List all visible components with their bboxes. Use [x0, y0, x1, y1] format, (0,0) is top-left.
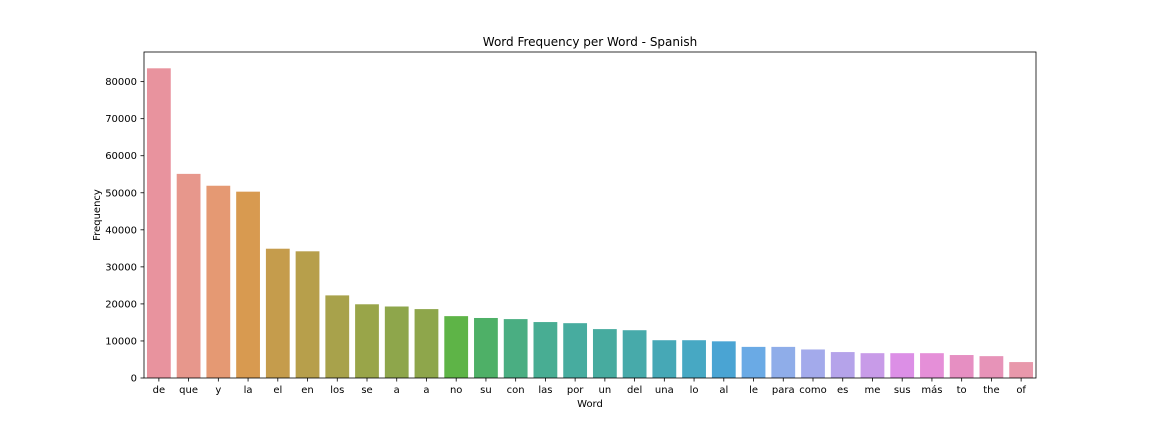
- y-tick-label: 80000: [105, 77, 137, 88]
- bar-of-29: [1009, 362, 1034, 378]
- bar-a-8: [384, 306, 409, 378]
- x-axis-label: Word: [577, 399, 603, 410]
- x-tick-label: más: [921, 384, 942, 396]
- bar-con-12: [503, 319, 528, 378]
- plot-frame: [143, 51, 1037, 379]
- bar-la-3: [236, 191, 260, 378]
- x-tick-label: a: [423, 385, 429, 396]
- x-tick-label: the: [983, 385, 999, 396]
- x-tick-label: por: [567, 385, 584, 396]
- x-tick-label: con: [507, 385, 525, 396]
- bar-to-27: [949, 355, 974, 378]
- x-tick-label: en: [301, 385, 314, 396]
- bar-es-23: [830, 352, 855, 378]
- bar-que-1: [176, 173, 201, 378]
- bar-se-7: [355, 304, 379, 378]
- bar-lo-18: [682, 340, 706, 378]
- bar-como-22: [801, 349, 825, 378]
- y-tick-label: 50000: [105, 188, 137, 199]
- x-tick-label: lo: [690, 385, 699, 396]
- bar-al-19: [711, 341, 736, 378]
- x-tick-label: para: [772, 385, 795, 396]
- x-tick-label: no: [450, 385, 462, 396]
- x-tick-label: me: [865, 385, 881, 396]
- x-tick-label: al: [719, 385, 728, 396]
- bar-por-14: [563, 323, 588, 378]
- bar-a-9: [414, 309, 439, 378]
- bar-del-16: [622, 330, 647, 378]
- x-tick-label: to: [957, 385, 967, 396]
- x-tick-label: de: [153, 385, 166, 396]
- bar-le-20: [741, 346, 766, 378]
- y-tick-label: 30000: [105, 262, 137, 273]
- y-tick-label: 20000: [105, 299, 137, 310]
- y-tick-label: 10000: [105, 336, 137, 347]
- bar-el-4: [265, 248, 290, 378]
- x-tick-label: la: [244, 385, 253, 396]
- chart-title: Word Frequency per Word - Spanish: [483, 35, 697, 49]
- y-tick-label: 0: [131, 374, 137, 385]
- x-tick-label: que: [179, 385, 198, 396]
- y-axis-label: Frequency: [92, 189, 103, 241]
- y-axis: 0 10000 20000 30000 40000 50000 60000 70000 8000…: [105, 77, 144, 385]
- x-tick-label: una: [655, 385, 674, 396]
- bar-los-6: [325, 295, 350, 378]
- bar-una-17: [652, 340, 677, 378]
- x-tick-label: del: [627, 385, 642, 396]
- bar-para-21: [771, 346, 796, 378]
- x-axis: de que y la el en los se a a no su con las por un del una…: [153, 378, 1026, 396]
- x-tick-label: las: [538, 385, 552, 396]
- bar-no-10: [444, 316, 469, 378]
- bar-en-5: [295, 251, 320, 378]
- bar-the-28: [979, 356, 1004, 378]
- bar-más-26: [920, 353, 944, 378]
- bar-de-0: [146, 68, 171, 379]
- x-tick-label: sus: [894, 385, 911, 396]
- x-tick-label: un: [599, 385, 612, 396]
- bar-me-24: [860, 353, 885, 378]
- x-tick-label: como: [799, 385, 826, 396]
- bar-sus-25: [890, 353, 915, 378]
- x-tick-label: es: [837, 385, 848, 396]
- bar-las-13: [533, 322, 558, 378]
- y-tick-label: 40000: [105, 225, 137, 236]
- x-tick-label: a: [394, 385, 400, 396]
- x-tick-label: le: [749, 385, 758, 396]
- x-tick-label: el: [273, 385, 282, 396]
- x-tick-label: se: [361, 385, 372, 396]
- bar-un-15: [592, 329, 617, 378]
- x-tick-label: los: [330, 385, 344, 396]
- y-tick-label: 60000: [105, 151, 137, 162]
- x-tick-label: of: [1016, 385, 1026, 396]
- bar-su-11: [474, 317, 498, 378]
- bar-y-2: [206, 185, 231, 378]
- x-tick-label: su: [480, 385, 492, 396]
- bars: [146, 68, 1034, 379]
- y-tick-label: 70000: [105, 114, 137, 125]
- x-tick-label: y: [215, 385, 221, 396]
